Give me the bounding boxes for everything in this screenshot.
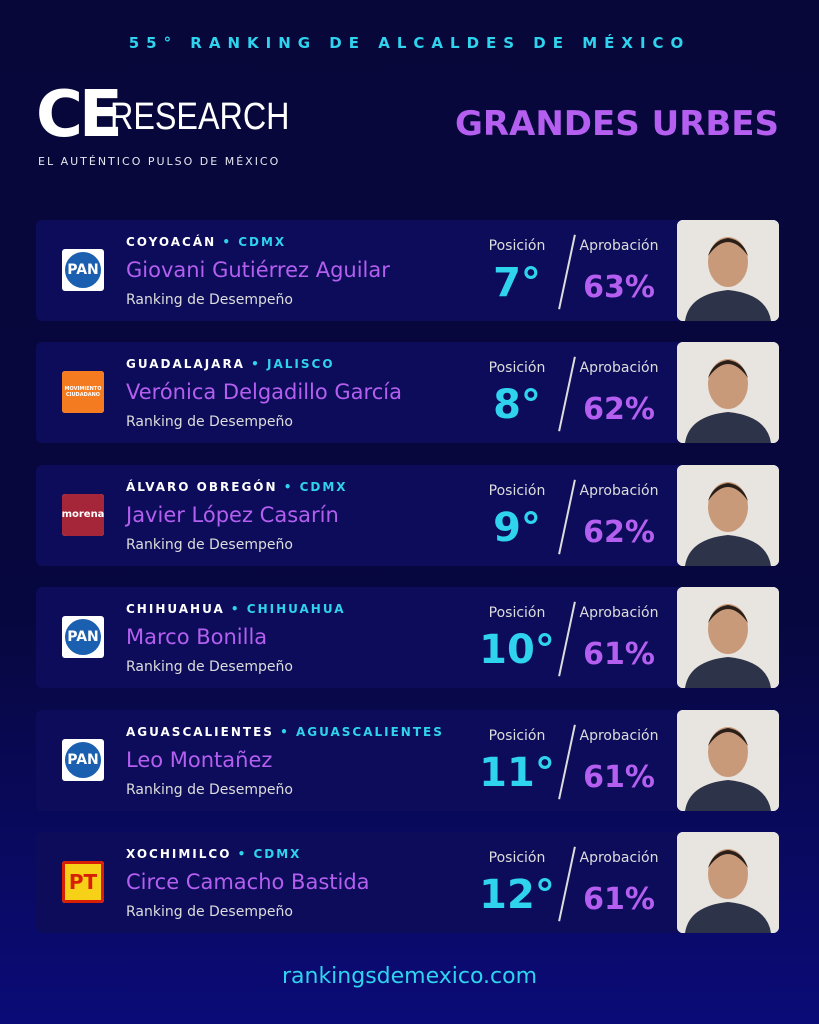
party-logo-box: PT [62,861,104,903]
tagline: EL AUTÉNTICO PULSO DE MÉXICO [38,155,281,168]
portrait [677,220,779,321]
approval: 61% [583,759,655,795]
mayor-name: Leo Montañez [126,747,273,772]
separator: • [231,847,254,861]
state: CDMX [299,479,348,494]
subtitle: Ranking de Desempeño [126,781,293,798]
party-logo-box: morena [62,493,104,536]
location: CHIHUAHUA • CHIHUAHUA [126,602,346,616]
approval-label: Aprobación [579,238,659,254]
approval: 61% [583,637,655,673]
approval: 63% [583,270,655,305]
footer-url: rankingsdemexico.com [281,964,538,989]
card: PAN AGUASCALIENTES • AGUASCALIENTES Leo Mo… [36,709,686,811]
position-label: Posición [488,605,546,622]
photo [677,342,779,444]
approval-label: Aprobación [579,360,659,377]
position-label: Posición [488,850,546,866]
subtitle: Ranking de Desempeño [126,414,293,431]
approval-label: Aprobación [579,482,659,499]
state: CDMX [253,847,302,861]
mayor-name: Giovani Gutiérrez Aguilar [126,258,390,282]
subtitle: Ranking de Desempeño [126,536,293,553]
position: 8° [493,382,541,429]
logo-research: RESEARCH [110,96,290,138]
mayor-name: Javier López Casarín [126,502,339,527]
approval: 62% [583,514,655,550]
separator: • [273,724,296,739]
party-logo: PT [62,861,104,903]
separator: • [224,602,247,617]
position-label: Posición [488,482,546,499]
photo [677,709,779,811]
position: 9° [493,504,541,551]
subtitle: Ranking de Desempeño [126,292,293,308]
approval-label: Aprobación [579,727,659,744]
location: GUADALAJARA • JALISCO [126,357,335,371]
party-logo-box: MOVIMIENTO CIUDADANO [62,371,104,414]
position: 10° [479,627,555,674]
municipality: AGUASCALIENTES [126,724,274,739]
state: CDMX [238,235,287,249]
party-logo-box: PAN [62,616,104,659]
section-title: GRANDES URBES [454,104,779,144]
portrait [677,832,779,933]
approval: 62% [583,392,655,428]
position: 11° [479,749,555,796]
state: AGUASCALIENTES [295,724,444,739]
state: JALISCO [267,357,335,372]
mayor-name: Marco Bonilla [126,625,268,650]
approval-label: Aprobación [579,605,659,622]
position: 7° [493,260,541,306]
location: COYOACÁN • CDMX [126,235,286,249]
party-logo: MOVIMIENTO CIUDADANO [62,371,104,414]
photo [677,832,779,933]
position-label: Posición [488,238,546,254]
approval: 61% [583,882,655,917]
card: PAN CHIHUAHUA • CHIHUAHUA Marco Bonilla Ran… [36,587,686,689]
portrait [677,587,779,689]
card: PT XOCHIMILCO • CDMX Circe Camacho Bastida… [36,832,686,933]
party-logo: morena [62,493,104,536]
location: XOCHIMILCO • CDMX [126,847,301,861]
logo-ce: CE [36,78,123,152]
separator: • [244,357,268,372]
subtitle: Ranking de Desempeño [126,659,293,676]
party-logo: PAN [62,616,104,659]
municipality: XOCHIMILCO [126,847,232,861]
position: 12° [479,872,555,918]
location: AGUASCALIENTES • AGUASCALIENTES [126,725,444,739]
mayor-name: Circe Camacho Bastida [126,870,370,894]
approval-label: Aprobación [579,850,659,866]
card: MOVIMIENTO CIUDADANO GUADALAJARA • JALISC… [36,342,686,444]
portrait [677,464,779,566]
card: PAN COYOACÁN • CDMX Giovani Gutiérrez Agui… [36,220,686,321]
photo [677,587,779,689]
portrait [677,709,779,811]
card: morena ÁLVARO OBREGÓN • CDMX Javier López … [36,464,686,566]
municipality: CHIHUAHUA [126,602,225,617]
mayor-name: Verónica Delgadillo García [126,380,402,405]
photo [677,464,779,566]
separator: • [277,479,300,494]
party-logo: PAN [62,249,104,291]
photo [677,220,779,321]
municipality: COYOACÁN [126,235,217,249]
position-label: Posición [488,727,546,744]
position-label: Posición [488,360,546,377]
subtitle: Ranking de Desempeño [126,904,293,920]
municipality: GUADALAJARA [126,357,245,372]
portrait [677,342,779,444]
location: ÁLVARO OBREGÓN • CDMX [126,480,348,494]
state: CHIHUAHUA [246,602,346,617]
party-logo: PAN [62,738,104,781]
party-logo-box: PAN [62,738,104,781]
party-logo-box: PAN [62,249,104,291]
separator: • [216,235,239,249]
edition: 55° RANKING DE ALCALDES DE MÉXICO [128,34,691,52]
municipality: ÁLVARO OBREGÓN [126,479,278,494]
